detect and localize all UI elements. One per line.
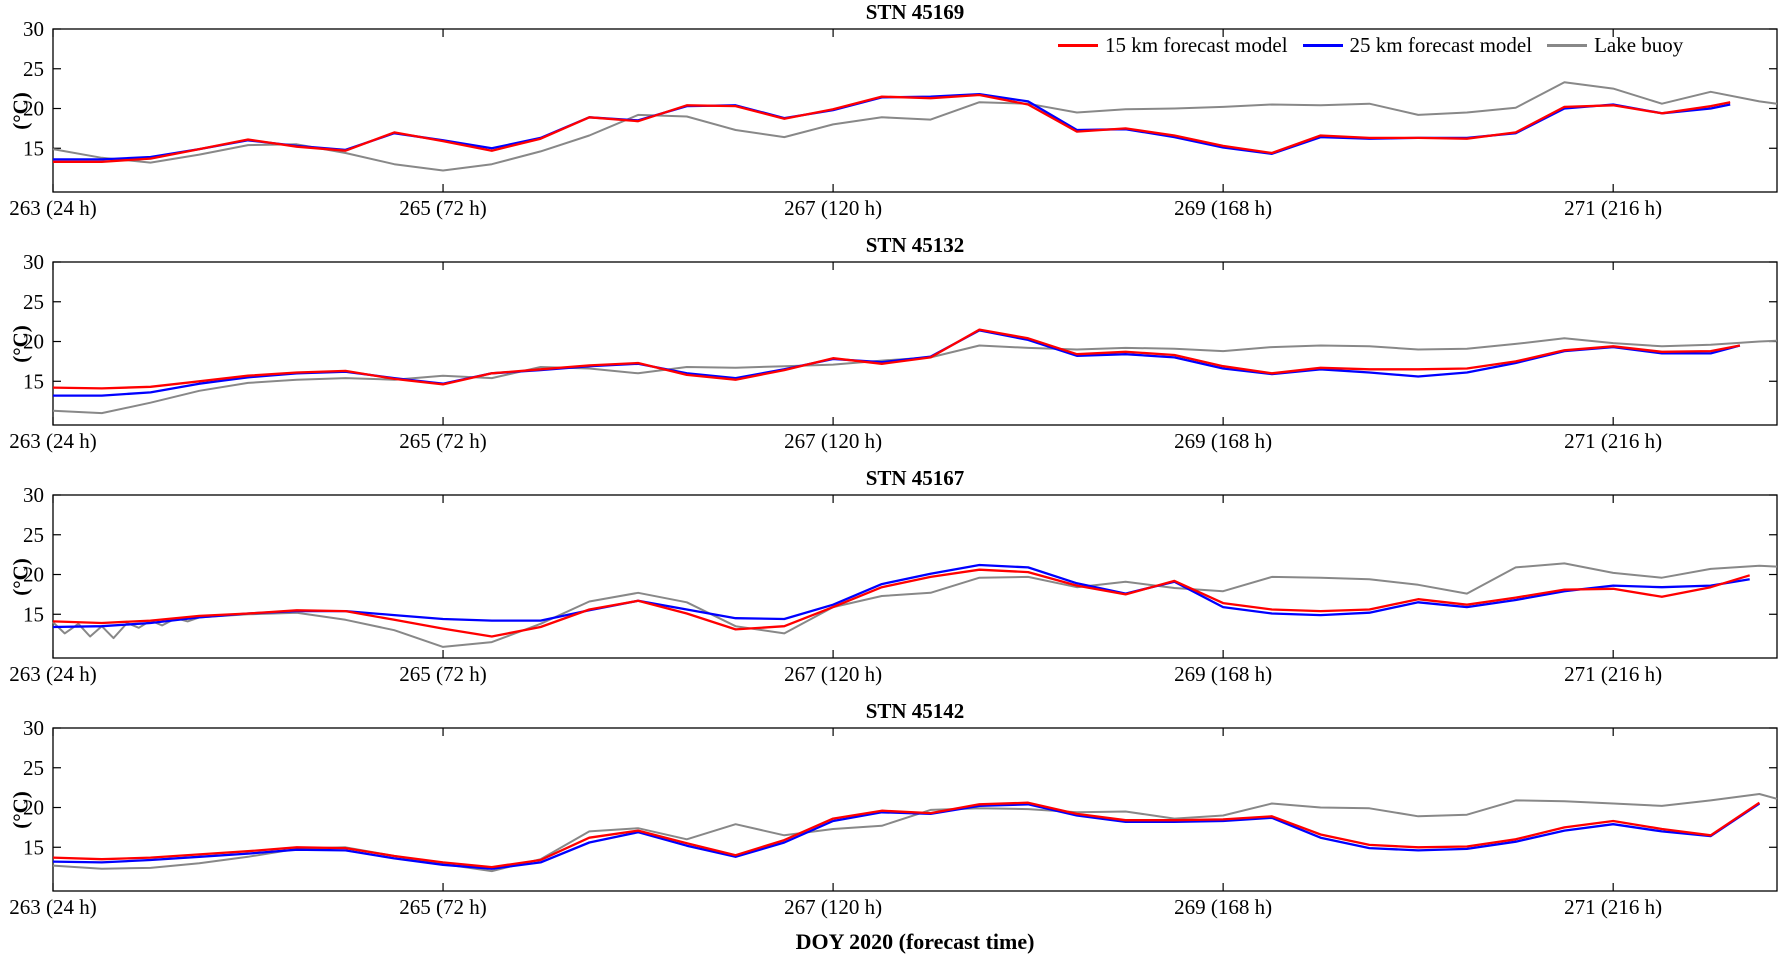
legend-item-buoy: Lake buoy xyxy=(1547,33,1683,58)
x-tick-label: 263 (24 h) xyxy=(9,196,97,220)
legend: 15 km forecast model 25 km forecast mode… xyxy=(1058,33,1683,58)
y-tick-label: 25 xyxy=(23,756,44,780)
y-axis-label: (°C) xyxy=(8,791,33,829)
panel-border xyxy=(52,28,1778,193)
panel-title: STN 45167 xyxy=(865,466,965,490)
y-axis-label: (°C) xyxy=(8,325,33,363)
panel-border xyxy=(52,494,1778,659)
series-line-15km xyxy=(52,801,1761,869)
y-tick-label: 20 xyxy=(23,97,44,121)
x-tick-label: 265 (72 h) xyxy=(399,196,487,220)
x-tick-label: 271 (216 h) xyxy=(1564,662,1662,686)
y-tick-label: 15 xyxy=(23,602,44,626)
x-tick-label: 267 (120 h) xyxy=(784,429,882,453)
x-tick-label: 265 (72 h) xyxy=(399,895,487,919)
series-line-buoy xyxy=(52,793,1778,873)
y-tick-label: 25 xyxy=(23,290,44,314)
x-tick-label: 271 (216 h) xyxy=(1564,429,1662,453)
panel-border xyxy=(52,261,1778,426)
series-line-25km xyxy=(52,563,1750,629)
x-tick-label: 269 (168 h) xyxy=(1174,196,1272,220)
x-tick-label: 265 (72 h) xyxy=(399,429,487,453)
series-line-buoy xyxy=(52,337,1778,415)
y-tick-label: 25 xyxy=(23,57,44,81)
x-tick-label: 271 (216 h) xyxy=(1564,895,1662,919)
legend-item-15km: 15 km forecast model xyxy=(1058,33,1288,58)
panel-border xyxy=(52,727,1778,892)
series-line-15km xyxy=(52,328,1741,390)
x-tick-label: 265 (72 h) xyxy=(399,662,487,686)
y-tick-label: 15 xyxy=(23,136,44,160)
x-tick-label: 269 (168 h) xyxy=(1174,429,1272,453)
y-tick-label: 15 xyxy=(23,369,44,393)
panel-title: STN 45142 xyxy=(865,699,965,723)
x-tick-label: 267 (120 h) xyxy=(784,895,882,919)
panel-title: STN 45169 xyxy=(865,0,965,24)
gray-line-swatch xyxy=(1547,44,1588,47)
series-line-buoy xyxy=(52,81,1778,172)
legend-label: 25 km forecast model xyxy=(1349,33,1533,57)
x-tick-label: 269 (168 h) xyxy=(1174,895,1272,919)
x-tick-label: 263 (24 h) xyxy=(9,429,97,453)
x-tick-label: 267 (120 h) xyxy=(784,662,882,686)
y-axis-label: (°C) xyxy=(8,558,33,596)
x-tick-label: 263 (24 h) xyxy=(9,662,97,686)
red-line-swatch xyxy=(1058,44,1098,47)
x-tick-label: 271 (216 h) xyxy=(1564,196,1662,220)
series-line-15km xyxy=(53,93,1731,163)
x-tick-label: 269 (168 h) xyxy=(1174,662,1272,686)
y-tick-label: 20 xyxy=(23,330,44,354)
x-tick-label: 263 (24 h) xyxy=(9,895,97,919)
y-axis-label: (°C) xyxy=(8,92,33,130)
legend-label: 15 km forecast model xyxy=(1105,33,1288,57)
panel-title: STN 45132 xyxy=(865,233,965,257)
y-tick-label: 30 xyxy=(23,17,44,41)
series-line-25km xyxy=(52,802,1761,870)
x-axis-label: DOY 2020 (forecast time) xyxy=(795,929,1035,954)
y-tick-label: 30 xyxy=(23,250,44,274)
y-tick-label: 20 xyxy=(23,796,44,820)
legend-label: Lake buoy xyxy=(1594,33,1684,57)
y-tick-label: 15 xyxy=(23,835,44,859)
blue-line-swatch xyxy=(1302,44,1343,47)
series-line-25km xyxy=(53,93,1731,161)
y-tick-label: 30 xyxy=(23,716,44,740)
series-line-15km xyxy=(52,568,1751,638)
y-tick-label: 20 xyxy=(23,563,44,587)
x-tick-label: 267 (120 h) xyxy=(784,196,882,220)
y-tick-label: 30 xyxy=(23,483,44,507)
y-tick-label: 25 xyxy=(23,523,44,547)
legend-item-25km: 25 km forecast model xyxy=(1302,33,1533,58)
